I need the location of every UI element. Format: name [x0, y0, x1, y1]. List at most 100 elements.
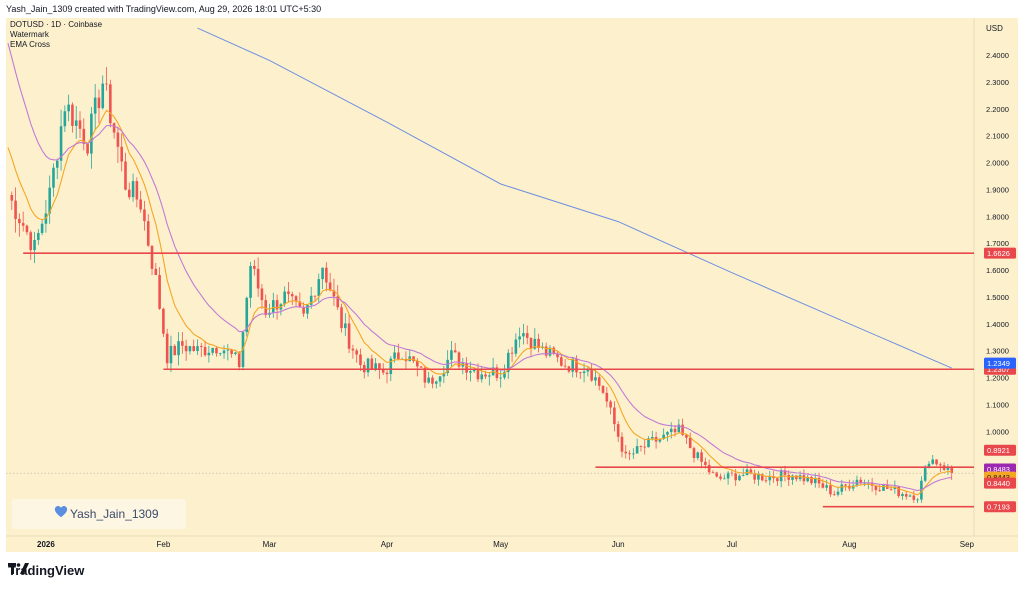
y-tick-label: 1.1000 [986, 400, 1009, 409]
candle-body [169, 345, 173, 364]
candle-body [939, 464, 942, 466]
candle-body [791, 475, 794, 480]
price-tag [984, 444, 1016, 456]
candle-body [586, 370, 590, 372]
candle-body [14, 200, 17, 219]
x-tick-label: Aug [842, 540, 856, 549]
price-tag-label: 0.8921 [987, 446, 1010, 455]
candle-body [760, 474, 764, 481]
ema-slow-line [7, 43, 952, 492]
candle-body [719, 476, 722, 479]
candle-body [832, 494, 836, 496]
chart-area[interactable]: USD 2.4000 2.3000 2.2000 2.1000 2.0000 1.9000 1… [6, 18, 1018, 552]
price-chart[interactable]: USD 2.4000 2.3000 2.2000 2.1000 2.0000 1.9000 1… [6, 18, 1018, 552]
candle-body [366, 358, 370, 373]
y-tick-label: 1.7000 [986, 239, 1009, 248]
candle-body [158, 275, 161, 309]
candle-body [946, 467, 950, 470]
candle-body [787, 474, 791, 480]
candle-body [715, 472, 719, 477]
candle-body [882, 484, 885, 491]
candle-body [253, 265, 256, 269]
candle-body [127, 189, 131, 198]
candle-body [37, 232, 40, 240]
candle-body [256, 268, 260, 289]
candle-body [488, 375, 491, 377]
candle-body [287, 291, 290, 295]
candle-body [935, 459, 938, 465]
candle-body [836, 491, 840, 495]
candle-body [177, 341, 180, 356]
candle-body [620, 436, 624, 452]
candle-body [829, 485, 832, 495]
candle-body [813, 477, 817, 484]
candle-body [162, 308, 165, 334]
candle-body [173, 345, 177, 356]
candle-body [97, 97, 101, 109]
level-price-label: 0.7193 [987, 503, 1010, 512]
y-tick-label: 1.0000 [986, 427, 1009, 436]
candle-body [101, 83, 105, 109]
candle-body [412, 356, 415, 362]
candle-body [416, 361, 419, 367]
level-price-label: 1.6626 [987, 249, 1010, 258]
candle-body [450, 350, 453, 360]
candle-body [548, 347, 552, 356]
candle-body [397, 352, 400, 359]
candle-body [571, 358, 575, 372]
candle-body [525, 333, 529, 338]
candle-body [802, 475, 806, 482]
candle-body [290, 294, 294, 297]
candle-body [332, 290, 336, 297]
candle-body [181, 341, 184, 346]
candle-body [321, 267, 324, 280]
candle-body [143, 209, 146, 222]
x-tick-label: Sep [960, 540, 975, 549]
candle-body [199, 346, 203, 348]
candle-body [628, 453, 631, 455]
chart-legend: DOTUSD · 1D · Coinbase Watermark EMA Cro… [10, 20, 102, 50]
candle-body [385, 372, 389, 375]
candle-body [874, 485, 878, 491]
candle-body [237, 352, 241, 368]
candle-body [317, 279, 321, 296]
y-tick-label: 1.2000 [986, 374, 1009, 383]
candle-body [518, 336, 521, 340]
candle-body [711, 472, 715, 474]
x-tick-label: Apr [381, 540, 394, 549]
candle-body [688, 437, 692, 449]
candle-body [901, 494, 904, 497]
candle-body [757, 474, 760, 480]
candle-body [116, 132, 120, 147]
candle-body [741, 475, 745, 476]
candle-body [681, 424, 684, 435]
candle-body [124, 161, 127, 190]
candle-body [93, 97, 97, 114]
candle-body [393, 352, 396, 359]
legend-watermark[interactable]: Watermark [10, 30, 49, 39]
candle-body [529, 337, 533, 349]
candle-body [692, 448, 696, 458]
tradingview-logo[interactable]: TradingView [8, 563, 84, 578]
candle-body [90, 113, 93, 154]
candle-body [188, 346, 192, 352]
level-price-label: 1.2307 [987, 365, 1010, 374]
candle-body [328, 282, 332, 291]
candle-body [272, 300, 275, 313]
candle-body [249, 265, 252, 298]
y-tick-label: 2.2000 [986, 105, 1009, 114]
candle-body [700, 452, 703, 462]
y-tick-label: 2.3000 [986, 78, 1009, 87]
legend-symbol[interactable]: DOTUSD · 1D · Coinbase [10, 20, 103, 29]
candle-body [647, 438, 650, 448]
currency-label: USD [986, 24, 1003, 33]
candle-body [632, 453, 635, 455]
legend-indicator[interactable]: EMA Cross [10, 40, 51, 49]
candle-body [453, 350, 457, 353]
candle-body [499, 377, 502, 379]
candle-body [434, 381, 438, 384]
candle-body [859, 479, 863, 484]
candle-body [442, 372, 446, 377]
candle-body [230, 349, 233, 355]
candle-body [309, 295, 313, 305]
